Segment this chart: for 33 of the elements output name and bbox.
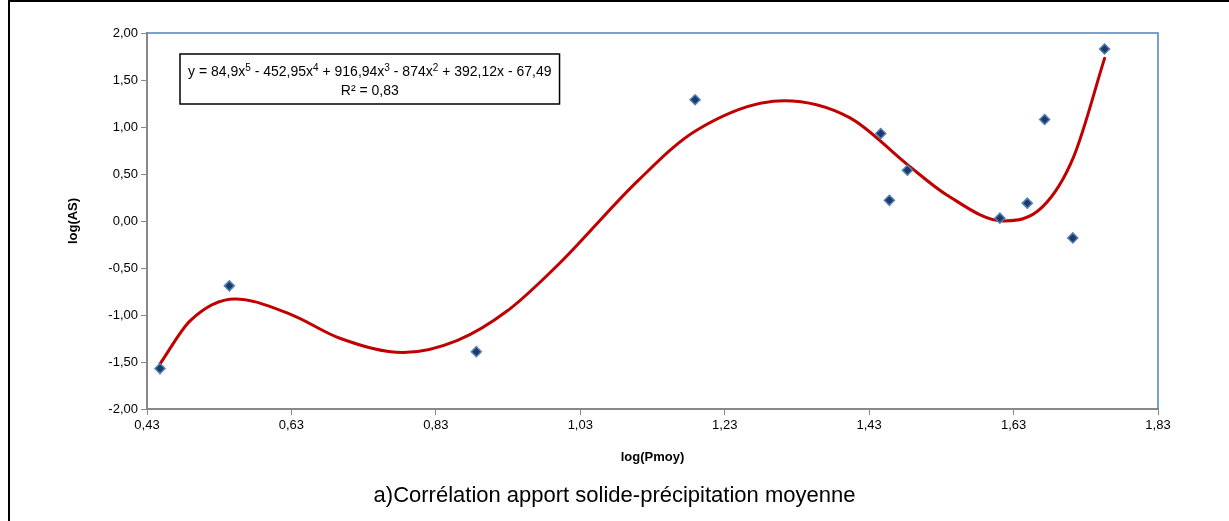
point bbox=[1021, 197, 1034, 209]
x-tick-label: 1,83 bbox=[1145, 417, 1171, 433]
x-tick-label: 1,43 bbox=[856, 417, 882, 433]
y-tick-label: -1,50 bbox=[108, 353, 138, 369]
point bbox=[901, 164, 914, 176]
point bbox=[689, 93, 701, 106]
point bbox=[223, 280, 236, 292]
point bbox=[883, 194, 896, 207]
point bbox=[1098, 43, 1111, 55]
y-tick-label: 0,50 bbox=[112, 165, 138, 181]
x-tick-label: 0,63 bbox=[278, 417, 305, 433]
point bbox=[154, 362, 166, 375]
y-tick-label: 2,00 bbox=[112, 24, 138, 40]
y-tick-label: 1,00 bbox=[112, 118, 138, 134]
y-tick-label: 0,00 bbox=[112, 212, 138, 228]
annotation: R² = 0,83 bbox=[340, 82, 399, 98]
point bbox=[470, 345, 483, 358]
point bbox=[1038, 113, 1051, 126]
x-axis-title: log(Pmoy) bbox=[620, 448, 685, 464]
text: a)Corrélation apport solide-précipitation moyenne bbox=[372, 482, 857, 508]
x-tick-label: 1,23 bbox=[712, 417, 738, 433]
y-axis-title: log(AS) bbox=[65, 197, 81, 245]
x-tick-label: 1,03 bbox=[567, 417, 593, 433]
y-tick-label: -1,00 bbox=[108, 306, 138, 322]
point bbox=[1067, 232, 1079, 244]
y-tick-label: 1,50 bbox=[112, 71, 138, 87]
point bbox=[874, 127, 887, 140]
y-tick-label: -2,00 bbox=[108, 400, 138, 416]
y-tick-label: -0,50 bbox=[108, 259, 138, 275]
point bbox=[994, 212, 1006, 224]
x-tick-label: 1,63 bbox=[1000, 417, 1027, 433]
x-tick-label: 0,83 bbox=[423, 417, 449, 433]
x-tick-label: 0,43 bbox=[134, 417, 160, 433]
